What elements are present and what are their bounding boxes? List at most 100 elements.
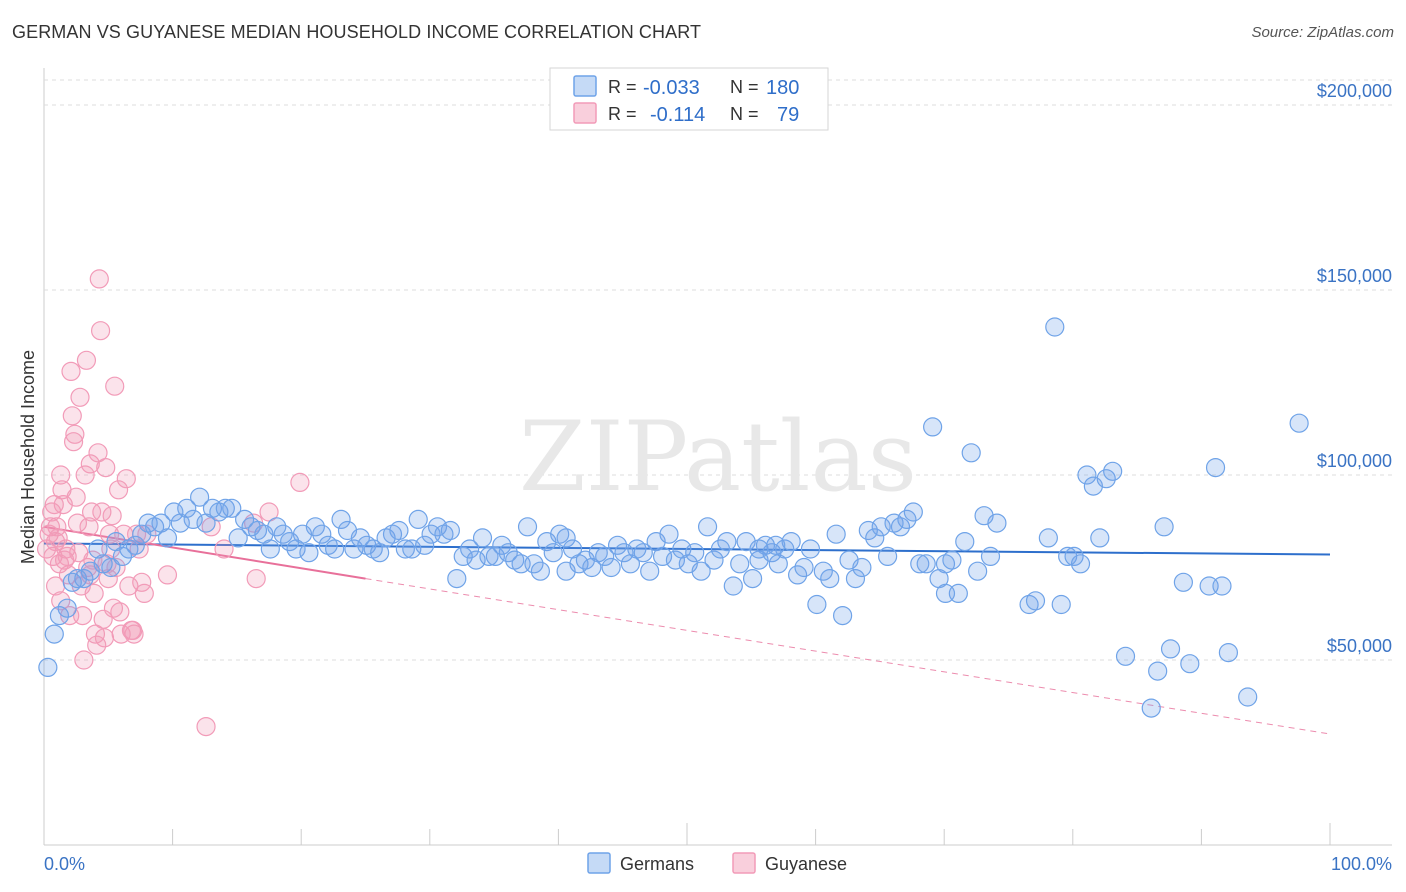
germans-point bbox=[440, 520, 460, 541]
legend-swatch-guyanese bbox=[573, 102, 597, 124]
legend-r-guyanese: -0.114 bbox=[650, 104, 705, 126]
guyanese-point bbox=[56, 539, 76, 559]
germans-point bbox=[1212, 576, 1232, 596]
germans-point bbox=[492, 535, 512, 555]
y-tick-label: $50,000 bbox=[1327, 636, 1392, 656]
germans-point bbox=[260, 539, 280, 559]
guyanese-point bbox=[87, 635, 107, 655]
guyanese-trend-extension bbox=[365, 578, 1331, 735]
germans-point bbox=[479, 546, 499, 567]
legend-n-label-germans: N = bbox=[730, 77, 759, 97]
germans-point bbox=[717, 531, 737, 552]
germans-point bbox=[858, 520, 878, 541]
guyanese-point bbox=[108, 480, 129, 500]
germans-point bbox=[723, 576, 743, 596]
legend-n-guyanese: 79 bbox=[777, 104, 799, 126]
germans-point bbox=[556, 561, 576, 581]
legend-n-label-guyanese: N = bbox=[730, 104, 759, 124]
guyanese-point bbox=[290, 472, 310, 492]
guyanese-point bbox=[102, 506, 122, 526]
legend-swatch-germans bbox=[573, 75, 597, 97]
germans-point bbox=[1160, 639, 1181, 659]
germans-point bbox=[1025, 591, 1046, 611]
guyanese-point bbox=[96, 458, 116, 478]
guyanese-point bbox=[89, 269, 109, 289]
germans-point bbox=[228, 528, 248, 548]
germans-point bbox=[942, 550, 962, 570]
germans-point bbox=[813, 561, 833, 581]
germans-point bbox=[556, 528, 576, 548]
guyanese-point bbox=[79, 517, 99, 537]
guyanese-point bbox=[90, 321, 111, 341]
germans-point bbox=[312, 524, 332, 544]
germans-point bbox=[395, 539, 415, 559]
germans-point bbox=[766, 535, 786, 555]
germans-point bbox=[1218, 642, 1239, 663]
guyanese-point bbox=[119, 576, 139, 596]
germans-point bbox=[1238, 687, 1258, 707]
germans-point bbox=[177, 498, 197, 518]
guyanese-point bbox=[116, 469, 136, 489]
guyanese-point bbox=[67, 513, 88, 533]
germans-point bbox=[1148, 661, 1168, 681]
germans-point bbox=[125, 535, 145, 555]
series-legend: Germans Guyanese bbox=[587, 852, 847, 874]
germans-point bbox=[524, 554, 544, 574]
guyanese-point bbox=[61, 361, 81, 381]
bottom-legend-label-germans: Germans bbox=[620, 854, 694, 874]
germans-point bbox=[472, 528, 493, 548]
legend-r-label-germans: R = bbox=[608, 77, 637, 97]
germans-point bbox=[910, 554, 930, 574]
germans-point bbox=[691, 561, 711, 581]
germans-point bbox=[164, 502, 184, 522]
guyanese-point bbox=[70, 387, 90, 407]
germans-point bbox=[427, 517, 448, 537]
germans-point bbox=[466, 550, 486, 570]
guyanese-point bbox=[40, 517, 61, 537]
germans-point bbox=[235, 509, 255, 530]
germans-point bbox=[350, 528, 370, 548]
germans-point bbox=[530, 561, 550, 581]
germans-point bbox=[871, 517, 891, 537]
germans-point bbox=[923, 417, 943, 437]
guyanese-point bbox=[92, 502, 112, 522]
guyanese-point bbox=[99, 524, 120, 544]
germans-point bbox=[820, 568, 840, 589]
germans-point bbox=[633, 543, 653, 563]
y-tick-label: $100,000 bbox=[1317, 451, 1392, 471]
guyanese-point bbox=[134, 583, 154, 604]
guyanese-point bbox=[51, 591, 71, 611]
germans-point bbox=[878, 546, 898, 567]
germans-point bbox=[665, 550, 686, 570]
germans-point bbox=[659, 524, 679, 544]
y-tick-label: $150,000 bbox=[1317, 266, 1392, 286]
guyanese-point bbox=[105, 376, 125, 396]
germans-point bbox=[222, 498, 242, 518]
guyanese-point bbox=[66, 487, 86, 507]
guyanese-point bbox=[106, 557, 126, 578]
guyanese-point bbox=[98, 568, 118, 589]
germans-point bbox=[389, 520, 409, 541]
germans-point bbox=[1103, 461, 1123, 481]
guyanese-point bbox=[196, 716, 216, 737]
guyanese-point bbox=[65, 424, 85, 444]
guyanese-point bbox=[246, 568, 266, 589]
germans-point bbox=[787, 565, 808, 585]
germans-point bbox=[460, 539, 480, 559]
germans-point bbox=[62, 572, 82, 592]
germans-point bbox=[453, 546, 473, 567]
germans-point bbox=[157, 528, 178, 548]
germans-point bbox=[38, 657, 58, 678]
legend-r-germans: -0.033 bbox=[643, 77, 700, 99]
germans-point bbox=[498, 543, 518, 563]
guyanese-point bbox=[81, 502, 102, 522]
germans-point bbox=[833, 605, 853, 626]
guyanese-point bbox=[48, 528, 68, 548]
guyanese-point bbox=[129, 539, 149, 559]
germans-point bbox=[215, 498, 235, 518]
germans-point bbox=[955, 531, 975, 552]
germans-point bbox=[1064, 546, 1084, 567]
guyanese-point bbox=[214, 539, 234, 559]
germans-point bbox=[916, 554, 936, 574]
y-axis-title: Median Household Income bbox=[18, 350, 38, 564]
